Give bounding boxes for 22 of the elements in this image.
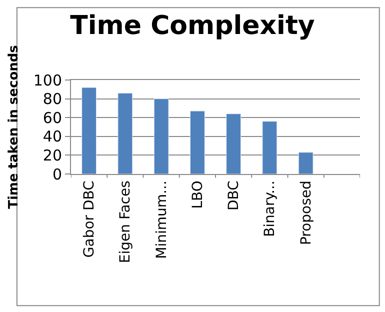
bar	[118, 92, 133, 174]
x-tick-label: LBO	[190, 180, 206, 209]
x-tick-label: Eigen Faces	[118, 180, 134, 264]
y-tick-label: 80	[42, 90, 62, 108]
chart-title: Time Complexity	[70, 10, 315, 41]
y-tick-label: 100	[33, 71, 62, 90]
y-tick-label: 20	[42, 146, 62, 164]
bar	[262, 121, 278, 174]
x-tick-label: Gabor DBC	[82, 180, 98, 258]
y-tick-label: 40	[42, 128, 62, 146]
bar	[154, 98, 169, 174]
bar	[298, 152, 314, 174]
x-tick-label: Binary...	[262, 180, 278, 237]
y-tick-label: 0	[52, 165, 62, 184]
bar	[226, 114, 242, 174]
bar	[190, 110, 205, 174]
y-tick-label: 60	[42, 108, 62, 127]
y-axis-title: Time taken in seconds	[6, 44, 22, 209]
x-tick-label: Proposed	[298, 180, 314, 246]
x-tick-label: Minimum...	[154, 180, 170, 259]
x-tick-label: DBC	[226, 180, 242, 211]
bar	[82, 87, 97, 174]
